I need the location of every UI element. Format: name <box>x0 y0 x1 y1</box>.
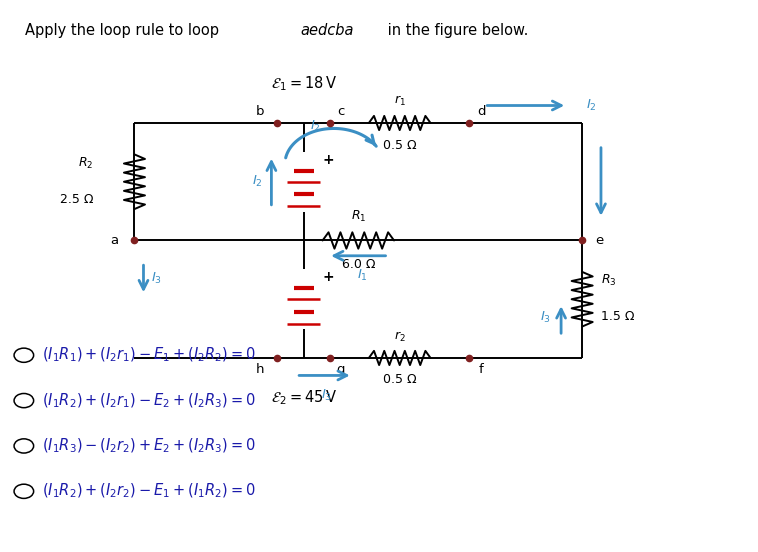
Text: $I_2$: $I_2$ <box>309 119 321 134</box>
Text: $(I_1R_3) - (I_2r_2) + E_2 + (I_2R_3) = 0$: $(I_1R_3) - (I_2r_2) + E_2 + (I_2R_3) = … <box>42 437 255 455</box>
Text: 6.0 Ω: 6.0 Ω <box>342 258 375 271</box>
Text: f: f <box>478 363 483 376</box>
Text: $I_3$: $I_3$ <box>540 310 550 325</box>
Text: in the figure below.: in the figure below. <box>383 23 528 38</box>
Text: $\mathcal{E}_1 = 18\,\mathrm{V}$: $\mathcal{E}_1 = 18\,\mathrm{V}$ <box>271 74 337 93</box>
Text: $(I_1R_2) + (I_2r_2) - E_1 + (I_1R_2) = 0$: $(I_1R_2) + (I_2r_2) - E_1 + (I_1R_2) = … <box>42 482 255 501</box>
Text: c: c <box>337 104 345 118</box>
Text: a: a <box>110 234 118 247</box>
Text: 1.5 Ω: 1.5 Ω <box>601 310 634 323</box>
Text: aedcba: aedcba <box>300 23 353 38</box>
Text: $r_2$: $r_2$ <box>394 330 406 344</box>
Text: Apply the loop rule to loop: Apply the loop rule to loop <box>25 23 224 38</box>
Text: d: d <box>477 104 485 118</box>
Text: $r_1$: $r_1$ <box>393 94 406 108</box>
Text: h: h <box>255 363 264 376</box>
Text: $(I_1R_1) + (I_2r_1) - E_1 + (I_2R_2) = 0$: $(I_1R_1) + (I_2r_1) - E_1 + (I_2R_2) = … <box>42 346 255 364</box>
Text: $(I_1R_2) + (I_2r_1) - E_2 + (I_2R_3) = 0$: $(I_1R_2) + (I_2r_1) - E_2 + (I_2R_3) = … <box>42 391 255 410</box>
Text: $I_3$: $I_3$ <box>321 388 332 403</box>
Text: 2.5 Ω: 2.5 Ω <box>60 193 93 206</box>
Text: e: e <box>596 234 604 247</box>
Text: $I_2$: $I_2$ <box>252 174 262 189</box>
Text: g: g <box>336 363 345 376</box>
Text: +: + <box>323 153 334 167</box>
Text: $I_2$: $I_2$ <box>586 98 597 113</box>
Text: 0.5 Ω: 0.5 Ω <box>383 373 416 386</box>
Text: $I_3$: $I_3$ <box>151 270 162 285</box>
Text: $R_3$: $R_3$ <box>601 273 616 288</box>
Text: $\mathcal{E}_2 = 45\,\mathrm{V}$: $\mathcal{E}_2 = 45\,\mathrm{V}$ <box>271 388 337 407</box>
Text: b: b <box>255 104 264 118</box>
Text: $R_2$: $R_2$ <box>78 156 93 171</box>
Text: +: + <box>323 270 334 284</box>
Text: $I_1$: $I_1$ <box>356 268 368 283</box>
Text: 0.5 Ω: 0.5 Ω <box>383 140 416 152</box>
Text: $R_1$: $R_1$ <box>351 209 366 224</box>
